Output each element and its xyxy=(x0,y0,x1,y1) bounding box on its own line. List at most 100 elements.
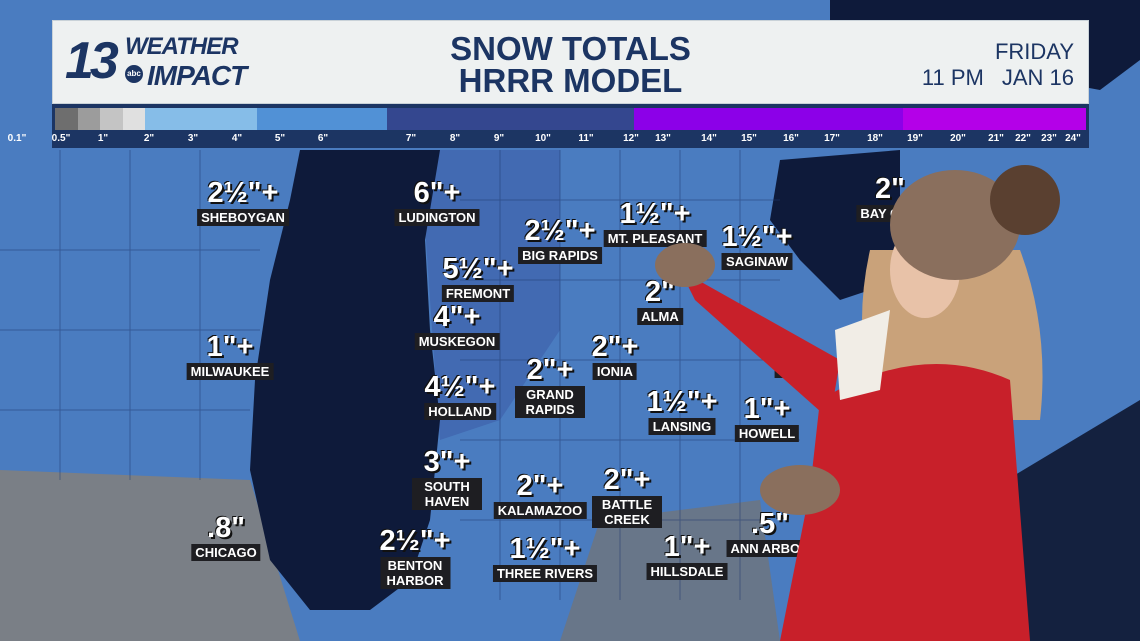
city-name: SHEBOYGAN xyxy=(197,209,289,226)
location-label: 2"+ BATTLE CREEK xyxy=(592,465,662,529)
scale-tick-label: 0.5" xyxy=(51,133,71,144)
location-label: 1½"+ SAGINAW xyxy=(722,222,793,271)
snow-amount: 4"+ xyxy=(433,301,481,333)
snow-amount: 1"+ xyxy=(663,531,711,563)
snow-amount: 1½"+ xyxy=(509,533,581,565)
location-label: 1½"+ LANSING xyxy=(647,387,718,436)
city-name: FREMONT xyxy=(441,285,515,302)
meteorologist xyxy=(655,165,1060,641)
scale-tick-label: 1" xyxy=(97,133,109,144)
city-name: MT. PLEASANT xyxy=(603,230,707,247)
snow-amount: 3"+ xyxy=(423,446,471,478)
scale-swatch xyxy=(77,108,101,130)
location-label: 2" ALMA xyxy=(637,277,683,326)
scale-ticks: 0.1" 0.5" 1" 2" 3" 4" 5" 6" 7" 8" 9" 10" 11" 12" 13" 14… xyxy=(8,133,1088,147)
beanie xyxy=(890,170,1020,280)
city-name: ALMA xyxy=(637,308,683,325)
city-name: THREE RIVERS xyxy=(492,565,598,582)
scale-tick-label: 4" xyxy=(231,133,243,144)
scale-tick-label: 8" xyxy=(449,133,461,144)
snow-amount: .8" xyxy=(207,512,245,544)
scale-tick-label: 5" xyxy=(274,133,286,144)
city-name: HILLSDALE xyxy=(646,563,728,580)
location-label: 2½"+ BENTON HARBOR xyxy=(380,526,451,590)
snow-amount: 2"+ xyxy=(516,470,564,502)
city-name: KALAMAZOO xyxy=(493,502,587,519)
snow-color-scale: 0.1" 0.5" 1" 2" 3" 4" 5" 6" 7" 8" 9" 10" 11" 12" 13" 14… xyxy=(8,104,1089,148)
city-name: LUDINGTON xyxy=(394,209,480,226)
scale-swatch xyxy=(902,108,1087,130)
scale-tick-label: 13" xyxy=(655,133,671,144)
scale-bar xyxy=(55,108,1087,130)
snow-amount: 2"+ xyxy=(603,464,651,496)
scale-tick-label: 12" xyxy=(623,133,639,144)
location-label: .8" CHICAGO xyxy=(191,512,261,562)
pom-pom xyxy=(990,165,1060,235)
red-coat xyxy=(780,364,1030,641)
scale-tick-label: 10" xyxy=(535,133,551,144)
location-label: 1"+ HILLSDALE xyxy=(646,531,728,581)
city-name: LANSING xyxy=(648,418,716,435)
city-name: GRAND RAPIDS xyxy=(515,386,585,418)
snow-amount: 1"+ xyxy=(743,393,791,425)
location-label: 2½"+ SHEBOYGAN xyxy=(197,178,289,227)
location-label: 6"+ LUDINGTON xyxy=(394,178,480,227)
snow-amount: 2"+ xyxy=(526,354,574,386)
location-label: 2½"+ BIG RAPIDS xyxy=(518,216,602,265)
scale-tick-label: 11" xyxy=(578,133,594,144)
scale-tick-label: 14" xyxy=(701,133,717,144)
city-name: SAGINAW xyxy=(721,253,793,270)
low-snow-area xyxy=(0,470,300,641)
location-label: 1"+ MILWAUKEE xyxy=(186,332,274,381)
scale-tick-label: 24" xyxy=(1065,133,1081,144)
location-label: 1½"+ THREE RIVERS xyxy=(492,533,598,583)
forecast-time: FRIDAY 11 PM JAN 16 xyxy=(921,39,1074,90)
scale-swatch xyxy=(387,108,635,130)
snow-amount: 2½"+ xyxy=(524,215,596,247)
city-name: HOLLAND xyxy=(424,403,496,420)
location-label: 1"+ HOWELL xyxy=(734,393,800,443)
scale-tick-label: 9" xyxy=(493,133,505,144)
snow-amount: 5½"+ xyxy=(442,253,514,285)
city-name: BIG RAPIDS xyxy=(518,247,602,264)
scale-swatch xyxy=(122,108,146,130)
snow-amount: 1½"+ xyxy=(721,221,793,253)
scale-tick-label: 2" xyxy=(143,133,155,144)
city-name: CHICAGO xyxy=(191,544,261,561)
scale-tick-label: 17" xyxy=(824,133,840,144)
location-label: 4½"+ HOLLAND xyxy=(424,372,496,421)
coat-arm xyxy=(680,270,840,420)
scale-tick-label: 18" xyxy=(867,133,883,144)
snow-amount: 2½"+ xyxy=(207,177,279,209)
city-name: BENTON HARBOR xyxy=(380,557,450,589)
snow-amount: 1½"+ xyxy=(619,198,691,230)
scale-tick-label: 19" xyxy=(907,133,923,144)
city-name: BATTLE CREEK xyxy=(592,496,662,528)
white-collar xyxy=(835,310,890,400)
scale-tick-label: 22" xyxy=(1015,133,1031,144)
scale-tick-label: 7" xyxy=(405,133,417,144)
city-name: ANN ARBOR xyxy=(726,540,814,557)
location-label: 4"+ MUSKEGON xyxy=(414,301,500,351)
scale-tick-label: 6" xyxy=(317,133,329,144)
scale-swatch xyxy=(145,108,257,130)
location-label: .5" ANN ARBOR xyxy=(726,508,814,558)
scale-tick-label: 23" xyxy=(1041,133,1057,144)
scale-swatch xyxy=(256,108,388,130)
location-label: 2"+ KALAMAZOO xyxy=(493,470,587,520)
city-name: IONIA xyxy=(592,363,638,380)
snow-amount: .5" xyxy=(751,508,789,540)
snow-amount: 4½"+ xyxy=(424,371,496,403)
glove-right xyxy=(760,465,840,515)
snow-amount: 2½"+ xyxy=(379,525,451,557)
snow-amount: 1½"+ xyxy=(646,386,718,418)
map-title: SNOW TOTALS HRRR MODEL xyxy=(450,30,691,99)
header-banner: 13 WEATHER IMPACT abc SNOW TOTALS HRRR M… xyxy=(52,20,1089,104)
glove-left xyxy=(655,243,715,287)
scale-tick-label: 15" xyxy=(741,133,757,144)
scale-swatch xyxy=(55,108,78,130)
lake-michigan xyxy=(250,150,440,610)
city-name: HOWELL xyxy=(734,425,800,442)
city-name: MILWAUKEE xyxy=(186,363,274,380)
location-label: 2"+ GRAND RAPIDS xyxy=(515,355,585,419)
